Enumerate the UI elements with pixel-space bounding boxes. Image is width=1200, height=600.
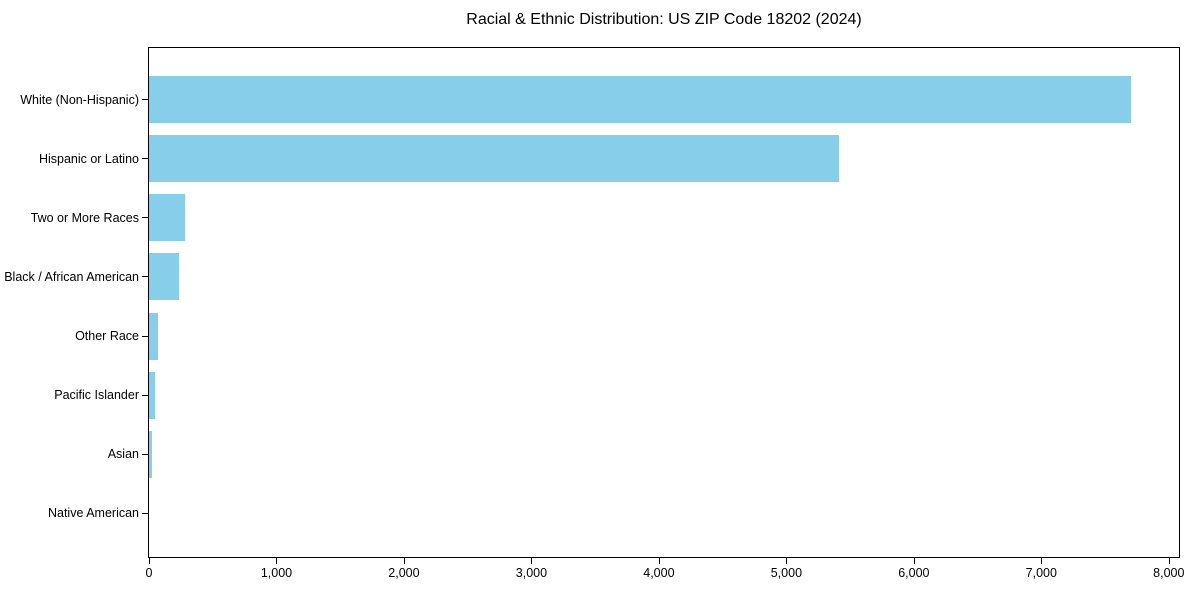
x-tick-label-4000: 4,000 — [643, 566, 675, 580]
y-axis-tick — [142, 217, 148, 219]
y-tick-label-asian: Asian — [107, 447, 139, 462]
y-axis-tick — [142, 394, 148, 396]
x-tick-label-2000: 2,000 — [388, 566, 420, 580]
x-axis-tick — [786, 558, 788, 564]
y-tick-label-black-african-american: Black / African American — [4, 269, 139, 284]
y-axis-tick — [142, 512, 148, 514]
x-axis-tick — [531, 558, 533, 564]
bar-asian — [149, 430, 152, 478]
y-axis-tick — [142, 335, 148, 337]
y-tick-label-hispanic-or-latino: Hispanic or Latino — [38, 151, 139, 166]
bar-row — [149, 484, 1179, 543]
bar-other-race — [149, 312, 158, 360]
y-tick-label-pacific-islander: Pacific Islander — [54, 388, 139, 403]
x-axis-tick — [913, 558, 915, 564]
x-tick-label-1000: 1,000 — [260, 566, 293, 580]
x-tick-label-0: 0 — [145, 566, 153, 580]
bar-row — [149, 70, 1179, 129]
bar-hispanic-or-latino — [149, 135, 839, 183]
x-tick-label-3000: 3,000 — [515, 566, 548, 580]
bar-row — [149, 188, 1179, 247]
chart-title: Racial & Ethnic Distribution: US ZIP Cod… — [466, 11, 862, 28]
plot-area: White (Non-Hispanic) Hispanic or Latino Tw… — [4, 47, 1184, 580]
x-axis-tick — [1041, 558, 1043, 564]
x-axis-tick — [658, 558, 660, 564]
y-tick-label-two-or-more-races: Two or More Races — [30, 210, 139, 225]
bar-row — [149, 129, 1179, 188]
bar-row — [149, 247, 1179, 306]
x-tick-label-7000: 7,000 — [1025, 566, 1057, 580]
x-tick-label-5000: 5,000 — [770, 566, 803, 580]
bar-row — [149, 366, 1179, 425]
bar-black-african-american — [149, 253, 179, 301]
y-axis-tick — [142, 158, 148, 160]
y-axis-tick — [142, 453, 148, 455]
y-axis-tick — [142, 99, 148, 101]
x-axis-tick — [276, 558, 278, 564]
y-tick-label-other-race: Other Race — [75, 329, 139, 344]
y-tick-label-white-non-hispanic: White (Non-Hispanic) — [20, 92, 139, 107]
x-tick-label-6000: 6,000 — [898, 566, 930, 580]
y-tick-label-native-american: Native American — [47, 506, 139, 521]
bar-white-non-hispanic — [149, 76, 1131, 124]
bars-container — [149, 48, 1179, 557]
bar-row — [149, 425, 1179, 484]
y-axis-tick — [142, 276, 148, 278]
bar-row — [149, 307, 1179, 366]
bar-pacific-islander — [149, 371, 155, 419]
x-axis-tick — [149, 558, 150, 564]
x-axis-tick — [1168, 558, 1170, 564]
bar-two-or-more-races — [149, 194, 185, 242]
x-tick-label-8000: 8,000 — [1153, 566, 1185, 580]
x-axis-tick — [403, 558, 405, 564]
